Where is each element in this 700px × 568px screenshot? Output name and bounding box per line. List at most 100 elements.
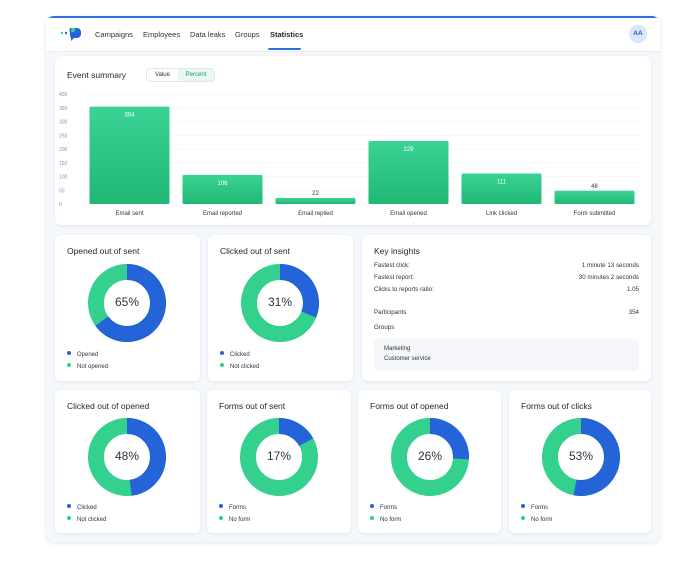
donut-percent-label: 31% bbox=[267, 295, 293, 309]
donut-percent-label: 48% bbox=[114, 449, 140, 463]
donut-card-2: Clicked out of opened 48% Clicked Not cl… bbox=[55, 390, 200, 533]
donut-card-0: Opened out of sent 65% Opened Not opened bbox=[55, 235, 200, 381]
blue-dot-icon bbox=[521, 504, 525, 509]
top-accent-line bbox=[46, 16, 660, 18]
donut-chart bbox=[241, 264, 319, 342]
y-tick-label: 150 bbox=[59, 161, 68, 167]
donut-title: Opened out of sent bbox=[67, 246, 140, 256]
legend-item: Forms bbox=[521, 504, 548, 511]
bar bbox=[182, 174, 263, 204]
key-insights-title: Key insights bbox=[374, 246, 420, 256]
legend-item: Forms bbox=[219, 504, 246, 511]
donut-card-4: Forms out of opened 26% Forms No form bbox=[358, 390, 501, 533]
bar-value-label: 111 bbox=[497, 179, 507, 185]
donut-card-3: Forms out of sent 17% Forms No form bbox=[207, 390, 351, 533]
participants-row: Participants 354 bbox=[374, 309, 639, 316]
y-tick-label: 200 bbox=[59, 147, 68, 153]
y-tick-label: 50 bbox=[59, 188, 65, 194]
y-tick-label: 100 bbox=[59, 175, 68, 181]
event-summary-card: Event summary Value Percent 0 50 100 150 200… bbox=[55, 56, 651, 225]
x-category-label: Email sent bbox=[115, 211, 143, 217]
legend-item: Opened bbox=[67, 351, 98, 358]
group-item: Customer service bbox=[384, 356, 431, 362]
bar-value-label: 229 bbox=[403, 147, 414, 153]
donut-chart bbox=[88, 264, 166, 342]
legend-item: No form bbox=[370, 516, 401, 523]
bar bbox=[461, 173, 542, 204]
green-dot-icon bbox=[219, 516, 223, 521]
donut-chart bbox=[88, 418, 166, 496]
donut-percent-label: 17% bbox=[266, 449, 292, 463]
app-logo-icon[interactable] bbox=[60, 26, 82, 42]
bar-value-label: 22 bbox=[312, 191, 319, 197]
y-tick-label: 0 bbox=[59, 202, 62, 208]
key-insights-card: Key insights Fastest click: 1 minute 13 s… bbox=[362, 235, 651, 381]
toggle-percent[interactable]: Percent bbox=[178, 69, 214, 81]
bar bbox=[554, 190, 635, 204]
donut-percent-label: 26% bbox=[417, 449, 443, 463]
y-tick-label: 350 bbox=[59, 106, 68, 112]
user-avatar[interactable]: AA bbox=[629, 25, 647, 43]
donut-title: Forms out of opened bbox=[370, 401, 449, 411]
green-dot-icon bbox=[370, 516, 374, 521]
nav-campaigns[interactable]: Campaigns bbox=[95, 30, 133, 39]
donut-value-segment bbox=[391, 418, 469, 496]
green-dot-icon bbox=[67, 363, 71, 368]
donut-chart bbox=[542, 418, 620, 496]
donut-title: Forms out of clicks bbox=[521, 401, 592, 411]
donut-card-1: Clicked out of sent 31% Clicked Not clic… bbox=[208, 235, 353, 381]
blue-dot-icon bbox=[220, 351, 224, 356]
y-tick-label: 300 bbox=[59, 120, 68, 126]
legend-item: No form bbox=[521, 516, 552, 523]
donut-chart bbox=[391, 418, 469, 496]
x-category-label: Form submitted bbox=[574, 211, 616, 217]
donut-title: Clicked out of sent bbox=[220, 246, 290, 256]
donut-percent-label: 65% bbox=[114, 295, 140, 309]
bar-value-label: 106 bbox=[217, 181, 228, 187]
bar-value-label: 354 bbox=[124, 113, 135, 119]
bar bbox=[89, 106, 170, 204]
x-category-label: Link clicked bbox=[486, 211, 517, 217]
bar-value-label: 48 bbox=[591, 184, 598, 190]
group-item: Marketing bbox=[384, 346, 411, 352]
x-category-label: Email opened bbox=[390, 211, 427, 217]
y-tick-label: 400 bbox=[59, 92, 68, 98]
nav-statistics[interactable]: Statistics bbox=[270, 30, 304, 39]
legend-item: Forms bbox=[370, 504, 397, 511]
toggle-value[interactable]: Value bbox=[155, 72, 170, 78]
nav-data-leaks[interactable]: Data leaks bbox=[190, 30, 226, 39]
blue-dot-icon bbox=[219, 504, 223, 509]
insight-row: Clicks to reports ratio: 1.05 bbox=[374, 286, 639, 293]
donut-percent-label: 53% bbox=[568, 449, 594, 463]
nav-employees[interactable]: Employees bbox=[143, 30, 181, 39]
x-category-label: Email replied bbox=[298, 211, 333, 217]
groups-label: Groups bbox=[374, 324, 395, 331]
legend-item: No form bbox=[219, 516, 250, 523]
donut-card-5: Forms out of clicks 53% Forms No form bbox=[509, 390, 651, 533]
legend-item: Not opened bbox=[67, 363, 108, 370]
blue-dot-icon bbox=[370, 504, 374, 509]
insight-row: Fastest report: 30 minutes 2 seconds bbox=[374, 274, 639, 281]
event-summary-title: Event summary bbox=[67, 70, 127, 80]
donut-value-segment bbox=[88, 264, 166, 342]
donut-value-segment bbox=[241, 264, 319, 342]
blue-dot-icon bbox=[67, 351, 71, 356]
x-category-label: Email reported bbox=[203, 211, 242, 217]
active-tab-indicator bbox=[268, 48, 301, 50]
bar bbox=[368, 141, 449, 204]
y-tick-label: 250 bbox=[59, 133, 68, 139]
donut-title: Forms out of sent bbox=[219, 401, 286, 411]
insight-row: Fastest click: 1 minute 13 seconds bbox=[374, 262, 639, 269]
donut-value-segment bbox=[88, 418, 166, 496]
donut-value-segment bbox=[240, 418, 318, 496]
value-percent-toggle: Value Percent bbox=[146, 68, 215, 82]
legend-item: Not clicked bbox=[67, 516, 106, 523]
groups-list: Marketing Customer service bbox=[374, 339, 639, 371]
donut-chart bbox=[240, 418, 318, 496]
green-dot-icon bbox=[67, 516, 71, 521]
legend-item: Not clicked bbox=[220, 363, 259, 370]
nav-groups[interactable]: Groups bbox=[235, 30, 260, 39]
donut-title: Clicked out of opened bbox=[67, 401, 150, 411]
legend-item: Clicked bbox=[67, 504, 97, 511]
app-window: Campaigns Employees Data leaks Groups St… bbox=[46, 16, 660, 542]
